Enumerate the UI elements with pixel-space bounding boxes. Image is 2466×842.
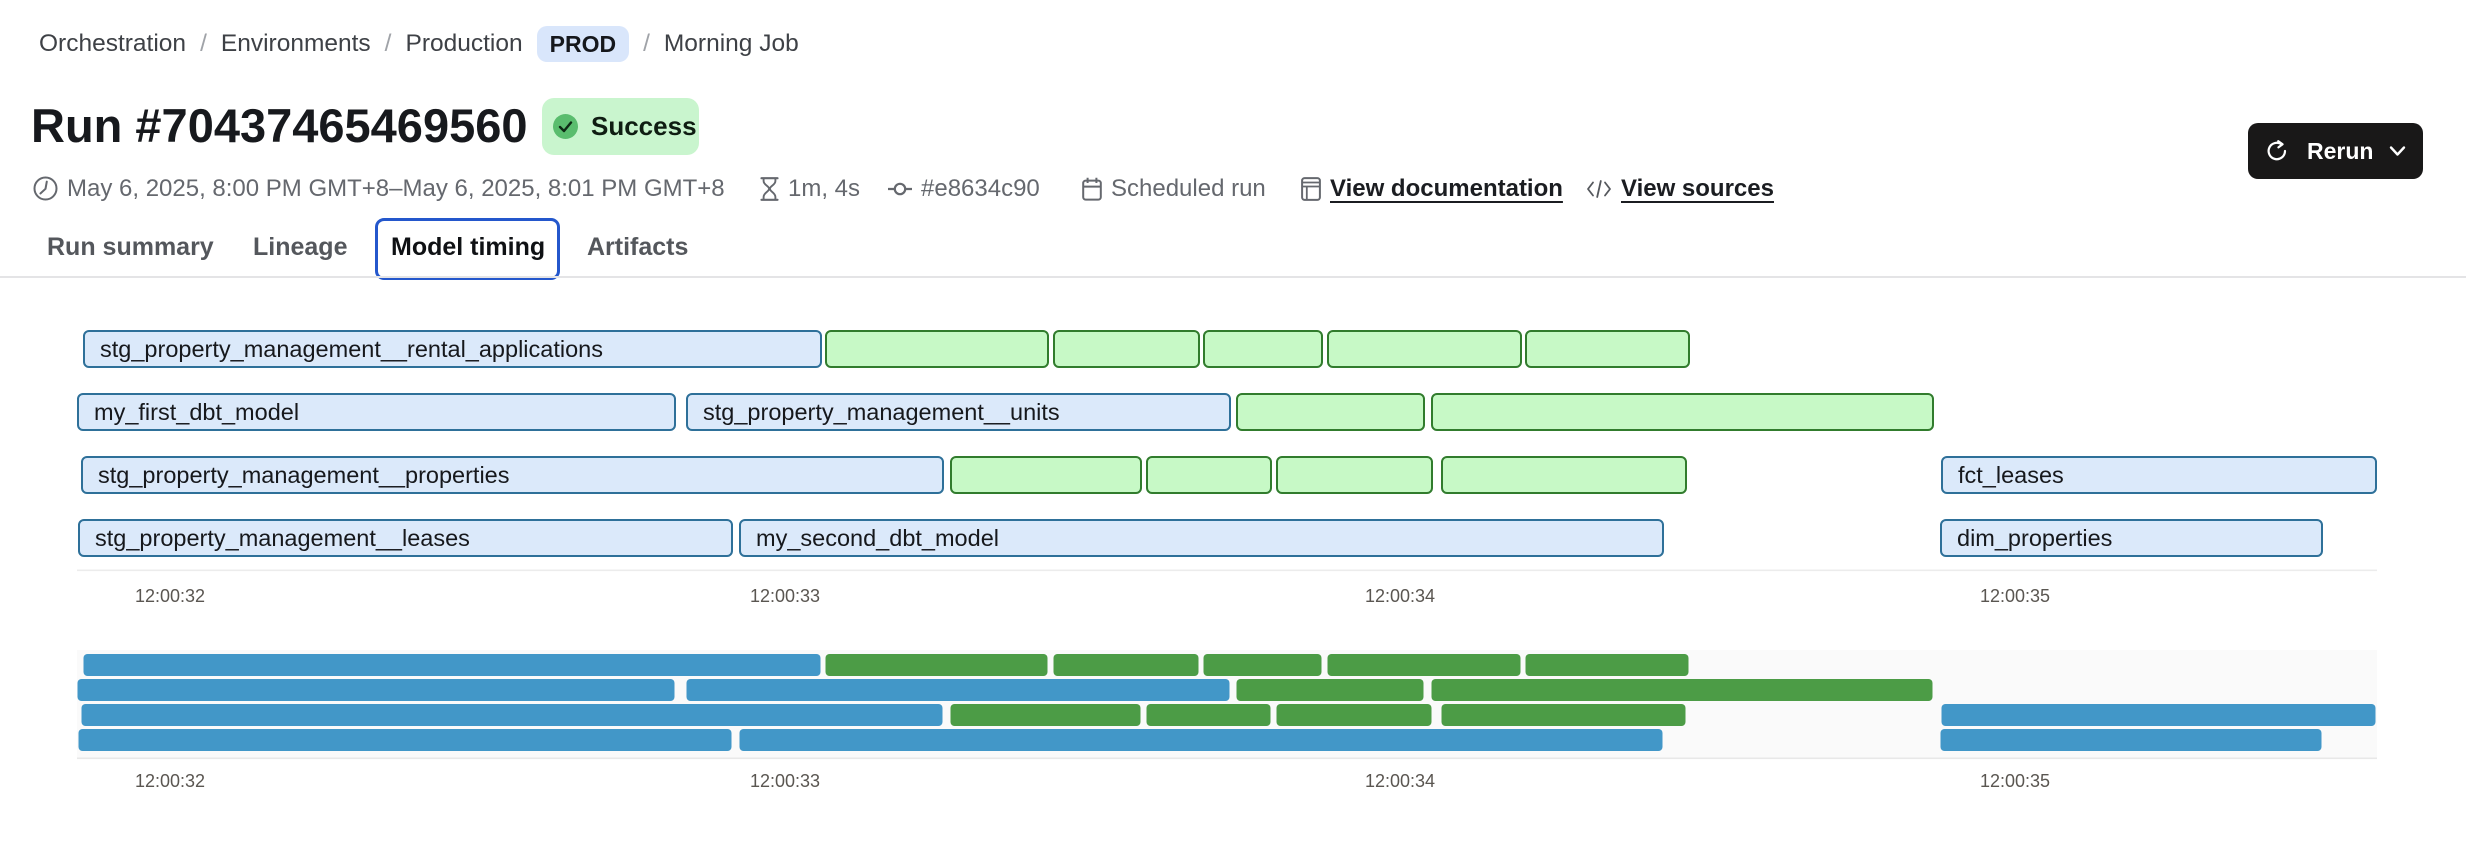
svg-text:stg_property_management__renta: stg_property_management__rental_applicat… bbox=[100, 336, 603, 362]
svg-text:12:00:33: 12:00:33 bbox=[750, 771, 820, 791]
svg-text:12:00:35: 12:00:35 bbox=[1980, 771, 2050, 791]
svg-text:12:00:35: 12:00:35 bbox=[1980, 586, 2050, 606]
svg-text:12:00:32: 12:00:32 bbox=[135, 771, 205, 791]
svg-text:12:00:34: 12:00:34 bbox=[1365, 771, 1435, 791]
svg-text:stg_property_management__lease: stg_property_management__leases bbox=[95, 525, 470, 551]
svg-text:12:00:34: 12:00:34 bbox=[1365, 586, 1435, 606]
svg-text:my_first_dbt_model: my_first_dbt_model bbox=[94, 399, 299, 425]
svg-text:my_second_dbt_model: my_second_dbt_model bbox=[756, 525, 999, 551]
svg-text:12:00:32: 12:00:32 bbox=[135, 586, 205, 606]
svg-text:stg_property_management__prope: stg_property_management__properties bbox=[98, 462, 510, 488]
svg-text:fct_leases: fct_leases bbox=[1958, 462, 2064, 488]
svg-text:12:00:33: 12:00:33 bbox=[750, 586, 820, 606]
svg-text:stg_property_management__units: stg_property_management__units bbox=[703, 399, 1060, 425]
svg-text:dim_properties: dim_properties bbox=[1957, 525, 2112, 551]
